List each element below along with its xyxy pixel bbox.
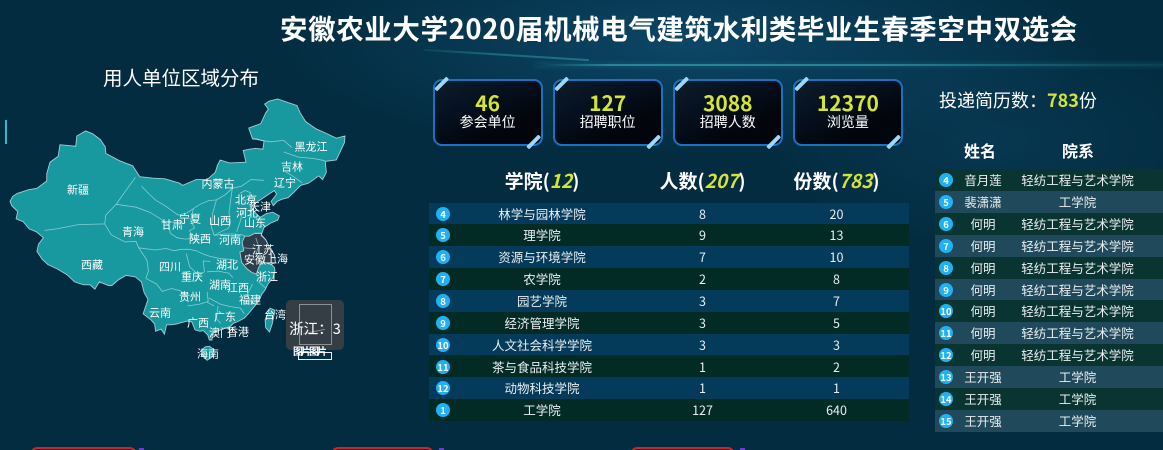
svg-text:海南: 海南 [197, 346, 219, 362]
svg-text:山东: 山东 [244, 215, 266, 231]
svg-text:江西: 江西 [227, 280, 249, 296]
svg-text:安徽: 安徽 [244, 252, 266, 268]
svg-text:黑龙江: 黑龙江 [295, 139, 328, 155]
svg-text:河北: 河北 [236, 205, 258, 221]
svg-text:西藏: 西藏 [81, 257, 103, 273]
svg-text:吉林: 吉林 [281, 159, 303, 175]
svg-text:湖北: 湖北 [216, 257, 238, 273]
svg-text:四川: 四川 [159, 259, 181, 275]
svg-text:广东: 广东 [214, 309, 236, 325]
svg-text:宁夏: 宁夏 [179, 211, 201, 227]
svg-text:甘肃: 甘肃 [161, 217, 183, 233]
svg-text:陕西: 陕西 [189, 231, 211, 247]
svg-text:北京: 北京 [235, 192, 257, 208]
svg-text:云南: 云南 [149, 305, 171, 321]
svg-text:上海: 上海 [266, 251, 288, 267]
svg-text:广西: 广西 [187, 315, 209, 331]
svg-text:内蒙古: 内蒙古 [202, 176, 235, 192]
svg-text:青海: 青海 [122, 224, 144, 240]
svg-text:重庆: 重庆 [181, 269, 203, 285]
svg-text:台湾: 台湾 [264, 307, 286, 323]
svg-text:河南: 河南 [219, 232, 241, 248]
svg-text:浙江: 浙江 [256, 269, 278, 285]
svg-text:辽宁: 辽宁 [274, 175, 296, 191]
svg-text:江苏: 江苏 [252, 242, 274, 258]
svg-text:福建: 福建 [239, 292, 261, 308]
svg-text:山西: 山西 [209, 213, 231, 229]
svg-text:香港: 香港 [227, 324, 249, 340]
svg-text:新疆: 新疆 [67, 182, 89, 198]
svg-text:天津: 天津 [249, 199, 271, 215]
svg-text:贵州: 贵州 [179, 289, 201, 305]
svg-text:澳门: 澳门 [209, 325, 231, 341]
svg-text:湖南: 湖南 [209, 277, 231, 293]
